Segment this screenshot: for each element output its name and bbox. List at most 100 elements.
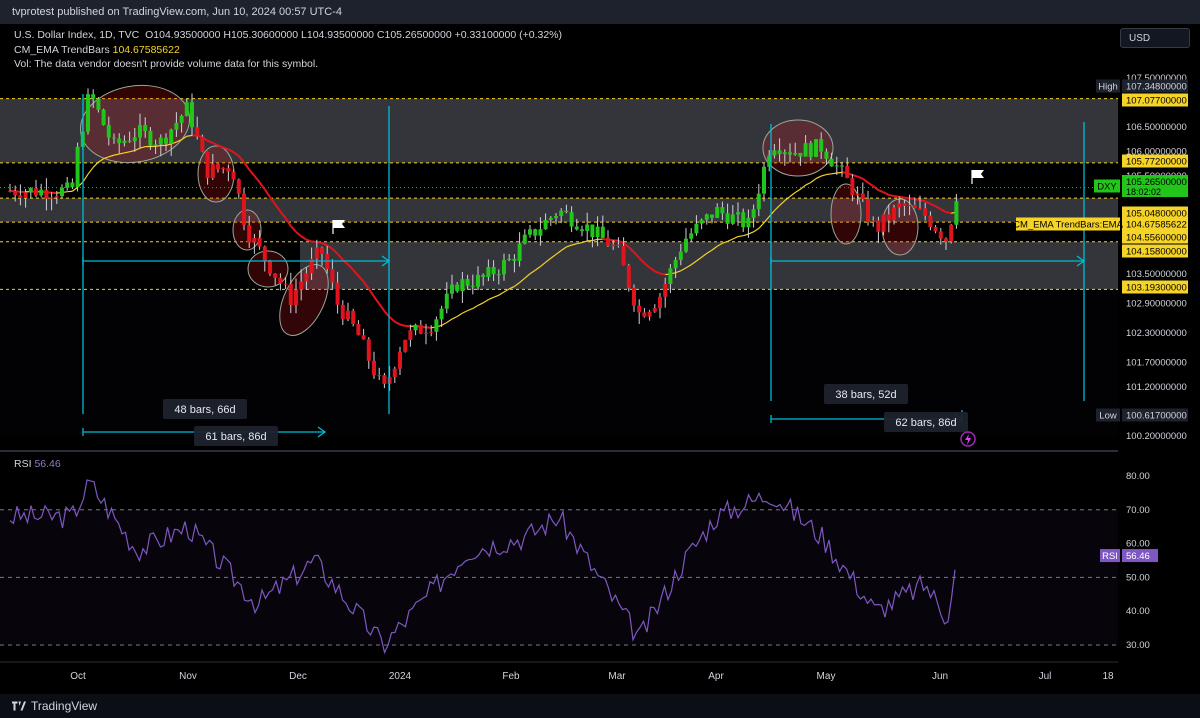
volume-legend: Vol: The data vendor doesn't provide vol…: [14, 58, 318, 70]
support-resistance-zone: [300, 241, 1118, 290]
time-axis-label: May: [817, 671, 836, 682]
ema-segment: [571, 243, 577, 246]
ema-segment: [867, 181, 874, 187]
candle-body: [148, 131, 153, 146]
time-axis-label: Jul: [1039, 671, 1052, 682]
ema-segment: [566, 244, 572, 248]
candle-body: [486, 267, 491, 278]
time-axis-label: Feb: [502, 671, 520, 682]
candle-body: [533, 229, 538, 236]
candle-body: [897, 203, 902, 208]
ema-segment: [274, 203, 282, 213]
ema-segment: [826, 173, 832, 176]
ema-segment: [394, 320, 401, 326]
candle-body: [756, 193, 761, 210]
candle-body: [366, 339, 371, 361]
published-bar: tvprotest published on TradingView.com, …: [0, 0, 1200, 24]
ema-segment: [514, 282, 520, 287]
candle-body: [585, 224, 590, 231]
candle-body: [54, 196, 59, 198]
support-resistance-zone: [0, 198, 1118, 223]
candle-body: [860, 193, 865, 200]
ema-segment: [914, 198, 921, 201]
candle-body: [522, 234, 527, 244]
measurement-label-box: [194, 426, 278, 446]
ema-segment: [680, 267, 687, 272]
candle-body: [210, 164, 215, 179]
candle-body: [548, 217, 553, 221]
ema-segment: [92, 161, 99, 168]
candle-body: [663, 283, 668, 297]
candle-body: [424, 332, 428, 334]
measurement-label-box: [884, 412, 968, 432]
price-tag-value: 105.77200000: [1126, 157, 1187, 168]
candle-body: [299, 281, 304, 290]
candle-body: [824, 151, 829, 159]
ema-segment: [784, 195, 791, 202]
ema-segment: [935, 205, 942, 211]
price-tag-value: 103.19300000: [1126, 283, 1187, 294]
ema-segment: [753, 227, 760, 233]
candle-body: [554, 215, 558, 218]
measurement-label: 62 bars, 86d: [895, 417, 956, 429]
candle-body: [803, 143, 808, 157]
tradingview-brand[interactable]: TradingView: [12, 699, 97, 713]
ema-segment: [555, 249, 562, 255]
rsi-axis-tick: 80.00: [1126, 471, 1150, 482]
currency-button[interactable]: USD: [1120, 28, 1190, 48]
time-axis-label: Nov: [179, 671, 197, 682]
extreme-label-box: [1096, 408, 1120, 422]
ema-segment: [805, 181, 812, 186]
ema-segment: [165, 143, 172, 146]
indicator-label-box: [1016, 217, 1120, 231]
ema-segment: [800, 184, 806, 190]
indicator-legend: CM_EMA TrendBars 104.67585622: [14, 44, 180, 56]
price-tag: [1122, 79, 1188, 93]
rsi-axis-tick: 40.00: [1126, 606, 1150, 617]
candle-body: [918, 207, 922, 209]
candle-body: [606, 237, 610, 247]
price-axis-tick: 103.50000000: [1126, 269, 1187, 280]
ema-segment: [878, 189, 884, 194]
chart-frame[interactable]: 48 bars, 66d 61 bars, 86d 38 bars, 52d 62 b…: [0, 24, 1200, 694]
extreme-label: High: [1098, 82, 1118, 93]
ema-segment: [737, 235, 744, 238]
candle-body: [564, 210, 569, 213]
candle-body: [580, 229, 584, 231]
candle-body: [320, 247, 324, 254]
price-tag-value: 104.15800000: [1126, 247, 1187, 258]
price-tag: [1122, 206, 1188, 220]
candle-body: [221, 168, 226, 170]
ema-segment: [87, 166, 94, 175]
chart-canvas[interactable]: 48 bars, 66d 61 bars, 86d 38 bars, 52d 62 b…: [0, 24, 1200, 694]
time-axis-label: Apr: [708, 671, 724, 682]
candle-body: [226, 168, 231, 172]
ema-segment: [139, 146, 146, 149]
ema-segment: [373, 296, 381, 305]
candle-body: [294, 289, 298, 305]
ema-segment: [233, 151, 240, 157]
ema-segment: [222, 146, 229, 151]
candle-body: [242, 193, 246, 226]
candle-body: [528, 229, 532, 235]
candle-body: [788, 152, 792, 155]
ema-segment: [326, 244, 333, 250]
rsi-line: [9, 479, 956, 655]
candle-body: [694, 223, 699, 234]
ema-segment: [893, 195, 900, 198]
ema-segment: [98, 158, 104, 163]
ema-segment: [462, 310, 468, 314]
ema-segment: [508, 285, 515, 290]
ema-segment: [290, 225, 297, 233]
candle-body: [455, 284, 460, 292]
ema-segment: [212, 141, 219, 147]
indicator-label: CM_EMA TrendBars:EMA: [1013, 220, 1123, 231]
candle-body: [49, 197, 54, 199]
ema-segment: [482, 299, 489, 304]
symbol-legend: U.S. Dollar Index, 1D, TVC O104.93500000…: [14, 29, 562, 41]
candle-body: [403, 339, 408, 352]
ema-segment: [207, 139, 214, 144]
rsi-tag-label: RSI: [1102, 551, 1118, 562]
ema-segment: [883, 191, 890, 196]
candle-body: [512, 258, 517, 262]
